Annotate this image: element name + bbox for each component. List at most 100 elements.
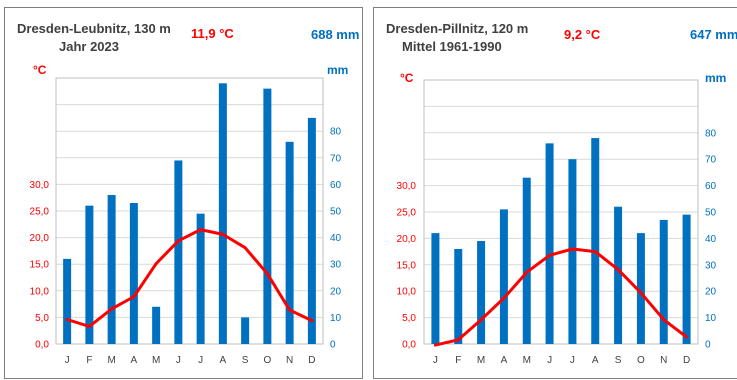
right-tick-label: 20 [330,286,342,297]
x-tick-label: F [455,355,461,366]
left-tick-label: 30,0 [397,181,417,192]
chart-title: Dresden-Leubnitz, 130 m [17,21,171,36]
x-tick-label: M [107,355,115,366]
mean-temperature: 11,9 °C [191,26,234,41]
climate-chart-leubnitz: Dresden-Leubnitz, 130 m Jahr 2023 11,9 °… [4,7,363,379]
right-tick-label: 30 [705,260,717,271]
plot-area: 0,0 5,0 10,0 15,0 20,0 25,0 30,0 0 10 20 30 40 50 60 7… [30,77,342,366]
precip-bar [196,213,205,344]
right-tick-label: 80 [330,127,342,138]
precip-bar [263,88,272,344]
plot-frame [423,79,699,345]
precip-bar [129,203,138,344]
annual-precipitation: 647 mm [690,27,737,42]
x-tick-label: A [501,355,508,366]
x-tick-label: M [152,355,160,366]
climate-chart-pillnitz: Dresden-Pillnitz, 120 m Mittel 1961-1990… [373,7,737,379]
left-axis-label: °C [33,63,47,77]
left-tick-label: 0,0 [35,340,49,351]
x-tick-label: M [523,355,531,366]
mean-temperature: 9,2 °C [564,27,601,42]
plot-frame [55,77,324,345]
precip-bar [174,160,183,344]
x-tick-label: A [131,355,138,366]
precip-bar [241,317,250,344]
precip-bar [659,219,668,344]
right-tick-label: 60 [705,181,717,192]
chart-title: Dresden-Pillnitz, 120 m [386,21,528,36]
left-tick-label: 20,0 [397,234,417,245]
precip-bar [454,248,463,344]
precip-bar [591,138,600,344]
precip-bar [499,209,508,344]
x-tick-label: A [220,355,227,366]
left-tick-label: 5,0 [402,313,416,324]
precip-bar [218,83,227,344]
left-tick-label: 15,0 [397,260,417,271]
precip-bar [285,141,294,344]
left-tick-label: 15,0 [30,260,50,271]
x-tick-label: J [198,355,203,366]
precip-bar [522,177,531,344]
precip-bar [636,233,645,344]
right-tick-label: 70 [330,153,342,164]
precip-bar [85,205,94,344]
x-tick-label: D [683,355,690,366]
x-tick-label: D [308,355,315,366]
x-tick-label: O [637,355,645,366]
annual-precipitation: 688 mm [311,27,359,42]
left-tick-label: 30,0 [30,180,50,191]
x-tick-label: A [592,355,599,366]
right-tick-label: 50 [705,208,717,219]
chart-svg: Dresden-Leubnitz, 130 m Jahr 2023 11,9 °… [17,21,359,366]
right-tick-label: 10 [330,313,342,324]
x-tick-label: S [242,355,249,366]
right-tick-label: 70 [705,155,717,166]
x-tick-label: O [263,355,271,366]
precip-bar [477,241,486,344]
left-tick-label: 10,0 [397,287,417,298]
left-tick-label: 25,0 [397,208,417,219]
precip-bar [682,214,691,344]
right-axis-label: mm [327,63,348,77]
chart-svg: Dresden-Pillnitz, 120 m Mittel 1961-1990… [386,21,737,366]
right-tick-label: 20 [705,287,717,298]
precip-bar [545,143,554,344]
x-tick-label: S [615,355,622,366]
precip-bar [431,233,440,344]
x-tick-label: M [477,355,485,366]
right-tick-label: 10 [705,313,717,324]
precip-bar [307,117,316,345]
temperature-line [65,228,314,328]
left-tick-label: 25,0 [30,207,50,218]
x-tick-label: J [65,355,70,366]
precip-bar [568,159,577,344]
precip-bar [614,206,623,344]
chart-subtitle: Mittel 1961-1990 [402,39,502,54]
right-tick-label: 0 [330,340,336,351]
x-tick-label: J [570,355,575,366]
x-tick-label: F [86,355,92,366]
x-tick-label: J [176,355,181,366]
left-tick-label: 20,0 [30,233,50,244]
x-tick-label: N [286,355,293,366]
temperature-line [433,247,689,347]
left-tick-label: 0,0 [402,340,416,351]
right-tick-label: 40 [330,233,342,244]
right-tick-label: 60 [330,180,342,191]
right-tick-label: 40 [705,234,717,245]
x-tick-label: N [660,355,667,366]
right-tick-label: 30 [330,260,342,271]
right-tick-label: 0 [705,340,711,351]
right-axis-label: mm [705,71,726,85]
precip-bar [152,306,161,344]
precip-bar [107,195,116,344]
right-tick-label: 50 [330,207,342,218]
left-tick-label: 5,0 [35,313,49,324]
chart-subtitle: Jahr 2023 [59,39,119,54]
x-tick-label: J [433,355,438,366]
left-axis-label: °C [400,71,414,85]
x-tick-label: J [547,355,552,366]
precip-bar [63,258,72,344]
right-tick-label: 80 [705,128,717,139]
